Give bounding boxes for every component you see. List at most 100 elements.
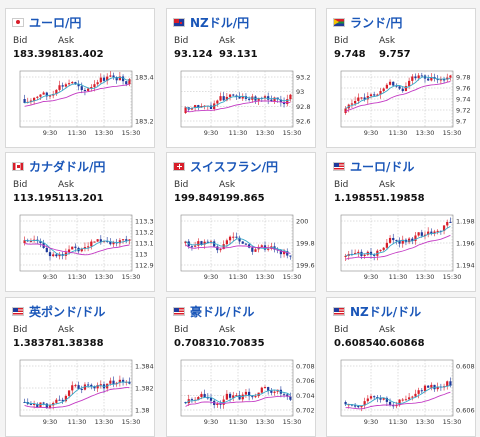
flag-icon [173, 161, 185, 171]
candle-body [55, 399, 58, 403]
price-chart[interactable]: 9:30 11:30 13:30 15:30 9.78 9.76 9.74 9.72 9.7 [333, 67, 475, 141]
pair-name[interactable]: スイスフラン/円 [190, 159, 279, 174]
price-chart[interactable]: 9:30 11:30 13:30 15:30 200 199.8 199.6 [173, 211, 315, 285]
candlestick-chart: 9:30 11:30 13:30 15:30 1.384 1.382 1.38 [19, 359, 154, 426]
pair-name[interactable]: ユーロ/円 [29, 15, 82, 30]
candle-body [366, 398, 369, 402]
rate-card-eur-jpy[interactable]: ユーロ/円 Bid Ask 183.398 183.402 9:30 11:30 1… [5, 8, 155, 148]
candle-body [363, 97, 366, 100]
pair-title[interactable]: 英ポンド/ドル [12, 303, 105, 319]
pair-title[interactable]: ユーロ/円 [12, 14, 81, 30]
pair-name[interactable]: ランド/円 [350, 15, 403, 30]
rate-card-gbp-usd[interactable]: 英ポンド/ドル Bid Ask 1.38378 1.38388 9:30 11:3… [5, 297, 155, 437]
candle-body [411, 396, 414, 398]
candle-body [382, 247, 385, 250]
candle-body [39, 94, 42, 97]
x-tick-label: 11:30 [68, 273, 87, 281]
x-tick-label: 13:30 [95, 418, 114, 426]
bid-label: Bid [13, 36, 28, 46]
candle-body [42, 402, 45, 404]
ask-value: 1.38388 [58, 338, 104, 349]
pair-name[interactable]: 豪ドル/ドル [190, 304, 255, 319]
x-tick-label: 15:30 [443, 129, 462, 137]
plot-frame [340, 359, 454, 417]
pair-title[interactable]: スイスフラン/円 [173, 158, 278, 174]
price-chart[interactable]: 9:30 11:30 13:30 15:30 1.198 1.196 1.194 [333, 211, 475, 285]
y-tick-label: 93.2 [296, 74, 310, 82]
price-chart[interactable]: 9:30 11:30 13:30 15:30 93.2 93 92.8 92.6 [173, 67, 315, 141]
candle-body [222, 96, 225, 101]
candle-body [58, 85, 61, 90]
pair-title[interactable]: NZドル/円 [173, 14, 249, 30]
candle-body [74, 246, 77, 248]
candle-body [125, 239, 128, 241]
ask-value: 1.19858 [379, 193, 425, 204]
candle-body [109, 241, 112, 245]
candle-body [267, 387, 270, 391]
candle-body [392, 81, 395, 86]
candle-body [23, 99, 26, 103]
candle-body [29, 100, 33, 102]
price-chart[interactable]: 9:30 11:30 13:30 15:30 113.3 113.2 113.1 113 112… [12, 211, 154, 285]
flag-icon [333, 306, 345, 316]
candle-body [45, 92, 48, 97]
candle-body [289, 255, 292, 257]
candle-body [357, 251, 360, 253]
pair-name[interactable]: ユーロ/ドル [350, 159, 415, 174]
pair-title[interactable]: 豪ドル/ドル [173, 303, 254, 319]
pair-name[interactable]: 英ポンド/ドル [29, 304, 106, 319]
bid-value: 0.60854 [334, 338, 380, 349]
candle-body [74, 385, 77, 387]
rate-card-nzd-usd[interactable]: NZドル/ドル Bid Ask 0.60854 0.60868 9:30 11:3… [326, 297, 476, 437]
ma-short-line [345, 226, 451, 257]
candle-body [430, 231, 433, 234]
x-tick-label: 15:30 [283, 418, 302, 426]
flag-icon [173, 17, 185, 27]
flag-icon [173, 306, 185, 316]
candle-body [190, 107, 194, 110]
candle-body [395, 240, 398, 242]
candle-body [446, 381, 449, 387]
pair-title[interactable]: ランド/円 [333, 14, 402, 30]
x-tick-label: 9:30 [364, 273, 379, 281]
rate-card-eur-usd[interactable]: ユーロ/ドル Bid Ask 1.19855 1.19858 9:30 11:30… [326, 152, 476, 292]
y-tick-label: 0.606 [456, 407, 475, 415]
pair-name[interactable]: NZドル/ドル [350, 304, 422, 319]
candle-body [423, 234, 427, 236]
pair-title[interactable]: カナダドル/円 [12, 158, 105, 174]
candle-body [67, 249, 71, 253]
rate-card-chf-jpy[interactable]: スイスフラン/円 Bid Ask 199.849 199.865 9:30 11:… [166, 152, 316, 292]
bid-label: Bid [174, 325, 189, 335]
price-chart[interactable]: 9:30 11:30 13:30 15:30 0.608 0.606 [333, 356, 475, 430]
candle-body [77, 84, 80, 87]
rate-card-nzd-jpy[interactable]: NZドル/円 Bid Ask 93.124 93.131 9:30 11:30 13… [166, 8, 316, 148]
candle-body [112, 242, 115, 245]
candle-body [99, 77, 102, 83]
price-chart[interactable]: 9:30 11:30 13:30 15:30 183.4 183.2 [12, 67, 154, 141]
candle-body [388, 237, 392, 243]
candle-body [376, 94, 379, 96]
candle-body [382, 397, 385, 400]
candle-body [55, 89, 58, 95]
bid-label: Bid [13, 180, 28, 190]
plot-frame [180, 359, 294, 417]
pair-title[interactable]: NZドル/ドル [333, 303, 421, 319]
candle-body [99, 384, 102, 386]
pair-title[interactable]: ユーロ/ドル [333, 158, 414, 174]
candle-body [392, 237, 395, 241]
ma-long-line [24, 386, 130, 409]
candle-body [366, 96, 369, 100]
pair-name[interactable]: カナダドル/円 [29, 159, 106, 174]
candle-body [29, 404, 33, 406]
plot-frame [19, 70, 133, 128]
rate-card-cad-jpy[interactable]: カナダドル/円 Bid Ask 113.195 113.201 9:30 11:3… [5, 152, 155, 292]
x-tick-label: 13:30 [416, 418, 435, 426]
rate-card-aud-usd[interactable]: 豪ドル/ドル Bid Ask 0.70831 0.70835 9:30 11:30… [166, 297, 316, 437]
y-tick-label: 112.9 [135, 262, 154, 270]
pair-name[interactable]: NZドル/円 [190, 15, 250, 30]
rate-card-zar-jpy[interactable]: ランド/円 Bid Ask 9.748 9.757 9:30 11:30 13:30… [326, 8, 476, 148]
price-chart[interactable]: 9:30 11:30 13:30 15:30 1.384 1.382 1.38 [12, 356, 154, 430]
bid-value: 113.195 [13, 193, 59, 204]
price-chart[interactable]: 9:30 11:30 13:30 15:30 0.708 0.706 0.704 0.702 [173, 356, 315, 430]
candle-body [80, 248, 83, 252]
